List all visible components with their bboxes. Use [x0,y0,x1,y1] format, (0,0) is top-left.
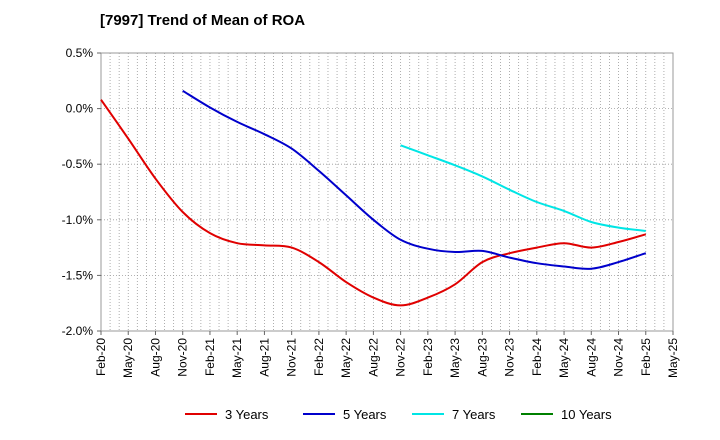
x-tick-label: Feb-20 [94,338,108,376]
x-tick-label: May-22 [339,338,353,378]
legend-label-4: 10 Years [561,407,612,422]
y-tick-label: 0.0% [66,102,94,116]
x-tick-label: May-25 [666,338,680,378]
x-tick-label: May-20 [121,338,135,378]
x-tick-label: Nov-20 [176,338,190,377]
series-layer [100,89,647,307]
y-tick-label: 0.5% [66,46,94,60]
x-tick-label: Aug-22 [366,338,380,377]
x-tick-label: Aug-24 [584,338,598,377]
legend: 3 Years 5 Years 7 Years 10 Years [185,407,612,422]
series-line-2 [182,89,647,270]
x-tick-label: May-23 [448,338,462,378]
x-axis: Feb-20 May-20 Aug-20 Nov-20 Feb-21 May-21 Aug-… [94,331,680,378]
x-tick-label: Feb-23 [421,338,435,376]
y-tick-label: -2.0% [62,324,94,338]
legend-label-1: 3 Years [225,407,269,422]
plot-frame [100,52,674,332]
x-tick-label: Aug-21 [257,338,271,377]
x-tick-label: Aug-23 [475,338,489,377]
y-tick-label: -1.5% [62,268,94,282]
series-line-3 [400,144,646,232]
x-tick-label: Nov-23 [503,338,517,377]
x-tick-label: Aug-20 [148,338,162,377]
x-tick-label: May-24 [557,338,571,378]
plot-area [100,52,674,332]
x-tick-label: Feb-21 [203,338,217,376]
x-tick-label: Nov-22 [394,338,408,377]
chart-title: [7997] Trend of Mean of ROA [100,12,305,29]
x-tick-label: Feb-24 [530,338,544,376]
series-line-1 [100,99,647,307]
x-tick-label: Feb-22 [312,338,326,376]
x-tick-label: Nov-24 [612,338,626,377]
x-tick-label: Feb-25 [639,338,653,376]
y-axis: 0.5% 0.0% -0.5% -1.0% -1.5% -2.0% [62,46,101,338]
x-tick-label: Nov-21 [285,338,299,377]
x-tick-label: May-21 [230,338,244,378]
y-tick-label: -0.5% [62,157,94,171]
y-tick-label: -1.0% [62,213,94,227]
legend-label-3: 7 Years [452,407,496,422]
legend-label-2: 5 Years [343,407,387,422]
